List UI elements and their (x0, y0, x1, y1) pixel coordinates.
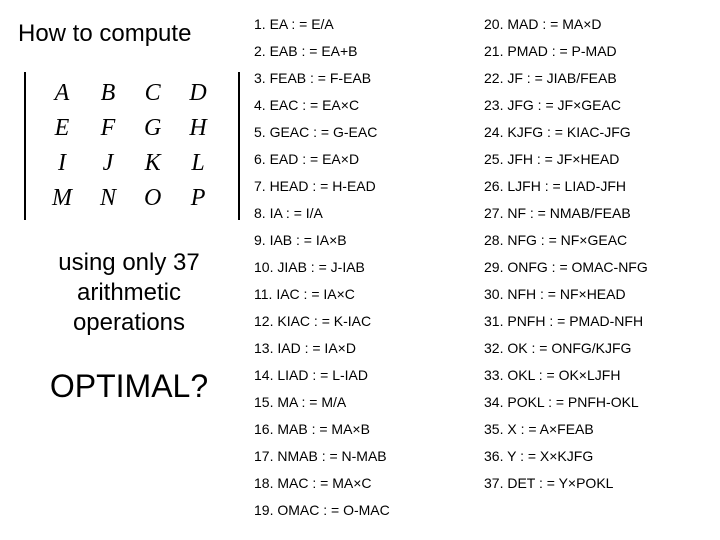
operation-step: 3. FEAB : = F-EAB (252, 64, 482, 91)
operation-step: 7. HEAD : = H-EAD (252, 172, 482, 199)
matrix-determinant: A B C D E F G H I J K L M N O P (24, 70, 240, 222)
operations-column-left: 1. EA : = E/A 2. EAB : = EA+B 3. FEAB : … (252, 10, 482, 532)
operation-step: 22. JF : = JIAB/FEAB (482, 64, 712, 91)
operation-step: 13. IAD : = IA×D (252, 334, 482, 361)
operation-step: 9. IAB : = IA×B (252, 226, 482, 253)
operation-step: 10. JIAB : = J-IAB (252, 253, 482, 280)
operation-step: 21. PMAD : = P-MAD (482, 37, 712, 64)
matrix-cell: C (130, 76, 175, 111)
operation-step: 31. PNFH : = PMAD-NFH (482, 307, 712, 334)
matrix-cell: N (86, 181, 130, 216)
left-column: How to compute A B C D E F G H I J K L (0, 0, 250, 540)
operation-step: 12. KIAC : = K-IAC (252, 307, 482, 334)
operation-step: 8. IA : = I/A (252, 199, 482, 226)
matrix-cell: A (38, 76, 86, 111)
subtitle: using only 37 arithmetic operations (18, 248, 240, 338)
operation-step: 34. POKL : = PNFH-OKL (482, 388, 712, 415)
operation-step: 2. EAB : = EA+B (252, 37, 482, 64)
operation-step: 36. Y : = X×KJFG (482, 442, 712, 469)
operation-step: 20. MAD : = MA×D (482, 10, 712, 37)
operations-table: 1. EA : = E/A 2. EAB : = EA+B 3. FEAB : … (250, 0, 720, 540)
operation-step: 30. NFH : = NF×HEAD (482, 280, 712, 307)
operation-step: 32. OK : = ONFG/KJFG (482, 334, 712, 361)
operation-step: 25. JFH : = JF×HEAD (482, 145, 712, 172)
operation-step: 6. EAD : = EA×D (252, 145, 482, 172)
operation-step: 11. IAC : = IA×C (252, 280, 482, 307)
matrix-cell: I (38, 146, 86, 181)
subtitle-line: operations (73, 309, 185, 336)
operation-step: 18. MAC : = MA×C (252, 469, 482, 496)
matrix-cell: B (86, 76, 130, 111)
matrix-cell: P (175, 181, 220, 216)
operation-step: 29. ONFG : = OMAC-NFG (482, 253, 712, 280)
matrix-cell: H (175, 111, 220, 146)
operation-step: 17. NMAB : = N-MAB (252, 442, 482, 469)
operation-step: 35. X : = A×FEAB (482, 415, 712, 442)
page-title: How to compute (18, 20, 240, 48)
matrix-cell: D (175, 76, 220, 111)
operation-step: 5. GEAC : = G-EAC (252, 118, 482, 145)
matrix-cell: M (38, 181, 86, 216)
matrix-cell: K (130, 146, 175, 181)
operation-step: 28. NFG : = NF×GEAC (482, 226, 712, 253)
optimal-question: OPTIMAL? (18, 368, 240, 405)
operation-step: 4. EAC : = EA×C (252, 91, 482, 118)
matrix-cell: L (175, 146, 220, 181)
operation-step: 1. EA : = E/A (252, 10, 482, 37)
operation-step: 14. LIAD : = L-IAD (252, 361, 482, 388)
operation-step: 27. NF : = NMAB/FEAB (482, 199, 712, 226)
operation-step: 37. DET : = Y×POKL (482, 469, 712, 496)
operation-step: 16. MAB : = MA×B (252, 415, 482, 442)
operation-step: 33. OKL : = OK×LJFH (482, 361, 712, 388)
operation-step: 19. OMAC : = O-MAC (252, 496, 482, 523)
subtitle-line: arithmetic (77, 279, 181, 306)
operation-step: 26. LJFH : = LIAD-JFH (482, 172, 712, 199)
operations-column-right: 20. MAD : = MA×D 21. PMAD : = P-MAD 22. … (482, 10, 712, 532)
matrix-cell: E (38, 111, 86, 146)
matrix-cell: O (130, 181, 175, 216)
operation-step: 15. MA : = M/A (252, 388, 482, 415)
matrix-cell: J (86, 146, 130, 181)
matrix-grid: A B C D E F G H I J K L M N O P (38, 76, 221, 216)
matrix-cell: F (86, 111, 130, 146)
operation-step: 23. JFG : = JF×GEAC (482, 91, 712, 118)
matrix-cell: G (130, 111, 175, 146)
subtitle-line: using only 37 (58, 249, 199, 276)
operation-step: 24. KJFG : = KIAC-JFG (482, 118, 712, 145)
